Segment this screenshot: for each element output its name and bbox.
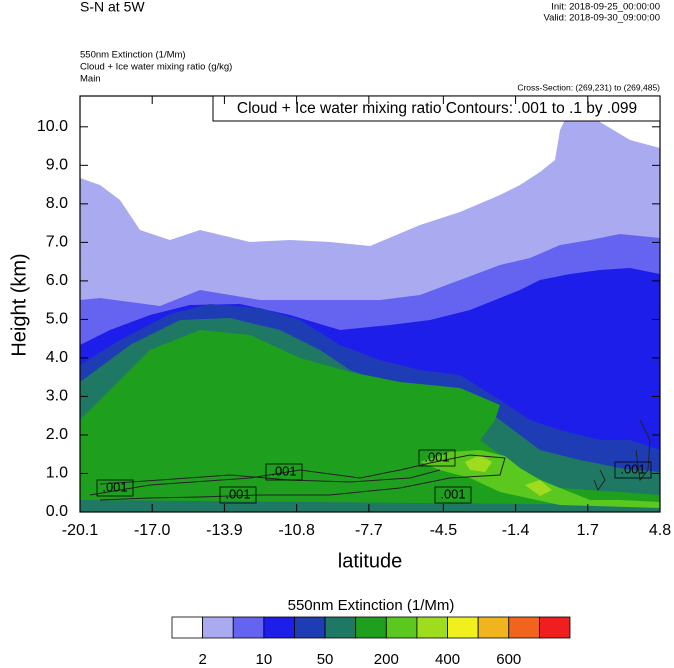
- x-tick-label: 1.7: [577, 522, 599, 539]
- colorbar-box: [508, 616, 540, 639]
- contour-fill: [525, 480, 552, 496]
- colorbar-label: 600: [496, 651, 521, 668]
- y-tick-label: 3.0: [46, 388, 68, 405]
- contour-label-box: [265, 463, 303, 481]
- colorbar-label: 50: [317, 651, 334, 668]
- contour-line: [635, 419, 651, 482]
- field-label: 550nm Extinction (1/Mm): [80, 50, 186, 61]
- x-tick-label: -13.9: [206, 522, 243, 539]
- colorbar-box: [416, 616, 448, 639]
- x-tick-label: -20.1: [62, 522, 99, 539]
- y-axis-title: Height (km): [8, 253, 30, 356]
- x-tick-label: -7.7: [355, 522, 383, 539]
- colorbar-label: 10: [256, 651, 273, 668]
- field-label: Main: [80, 74, 101, 85]
- colorbar-box: [324, 616, 357, 639]
- y-tick-label: 9.0: [46, 157, 68, 174]
- colorbar-box: [202, 616, 234, 639]
- colorbar-box: [232, 616, 265, 639]
- contour-label: .001: [271, 463, 296, 478]
- contour-label-box: [614, 461, 652, 479]
- colorbar-box: [171, 616, 204, 639]
- y-tick-label: 2.0: [46, 426, 68, 443]
- cross-section: Cross-Section: (269,231) to (269,485): [517, 82, 660, 92]
- colorbar-label: 200: [374, 651, 399, 668]
- colorbar-box: [355, 616, 387, 639]
- contour-label-box: [219, 486, 257, 504]
- contour-info: Cloud + Ice water mixing ratio Contours:…: [237, 100, 637, 117]
- contour-line: [89, 454, 506, 501]
- colorbar-box: [385, 616, 418, 639]
- chart-title: S-N at 5W: [80, 0, 145, 15]
- y-tick-label: 6.0: [46, 272, 68, 289]
- x-tick-label: -4.5: [430, 522, 458, 539]
- y-tick-label: 7.0: [46, 234, 68, 251]
- init-time: Init: 2018-09-25_00:00:00: [551, 2, 660, 13]
- y-tick-label: 10.0: [37, 118, 68, 135]
- x-axis-title: latitude: [338, 550, 403, 572]
- contour-label: .001: [102, 479, 127, 494]
- x-tick-label: -1.4: [502, 522, 530, 539]
- valid-time: Valid: 2018-09-30_09:00:00: [543, 13, 660, 24]
- colorbar-title: 550nm Extinction (1/Mm): [288, 597, 455, 614]
- x-tick-label: 4.8: [649, 522, 671, 539]
- contour-fill: [465, 455, 492, 472]
- colorbar-label: 400: [435, 651, 460, 668]
- contour-label: .001: [424, 449, 449, 464]
- contour-fill: [80, 330, 660, 505]
- x-tick-label: -10.8: [278, 522, 315, 539]
- x-tick-label: -17.0: [134, 522, 171, 539]
- colorbar-label: 2: [198, 651, 206, 668]
- contour-label-box: [434, 486, 472, 504]
- y-tick-label: 8.0: [46, 195, 68, 212]
- contour-label-box: [96, 479, 134, 497]
- plot-area: [80, 96, 660, 512]
- colorbar-box: [447, 616, 479, 639]
- contour-line: [593, 469, 606, 492]
- colorbar-box: [477, 616, 510, 639]
- y-tick-label: 4.0: [46, 349, 68, 366]
- y-tick-label: 5.0: [46, 311, 68, 328]
- contour-label: .001: [225, 486, 250, 501]
- y-tick-label: 1.0: [46, 465, 68, 482]
- contour-info-box: [212, 95, 661, 122]
- y-tick-label: 0.0: [46, 503, 68, 520]
- colorbar-box: [538, 616, 571, 639]
- field-label: Cloud + Ice water mixing ratio (g/kg): [80, 62, 232, 73]
- contour-label: .001: [440, 486, 465, 501]
- contour-label-box: [418, 449, 456, 467]
- colorbar-box: [294, 616, 326, 639]
- contour-label: .001: [620, 461, 645, 476]
- colorbar-box: [263, 616, 295, 639]
